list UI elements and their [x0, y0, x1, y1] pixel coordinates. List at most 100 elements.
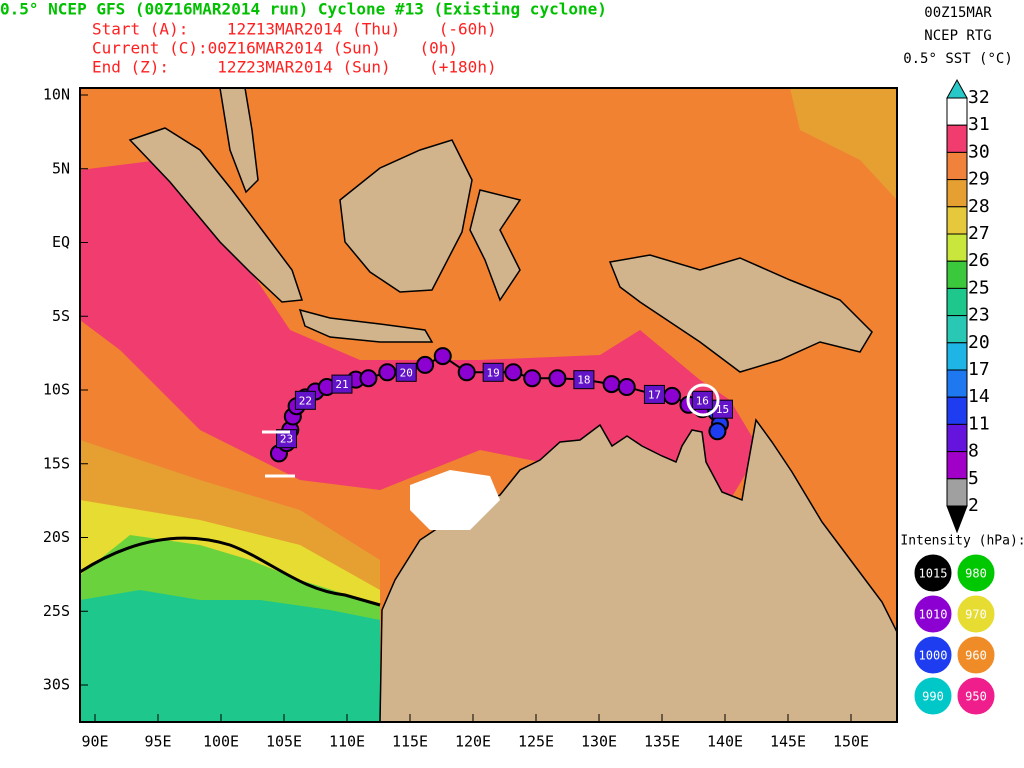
colorbar-segment: [946, 260, 968, 289]
colorbar-label: 27: [968, 223, 990, 244]
lon-tick-label: 90E: [81, 733, 108, 751]
colorbar-label: 17: [968, 359, 990, 380]
lon-tick-label: 125E: [518, 733, 554, 751]
day-label: 22: [299, 394, 312, 407]
lon-tick-label: 105E: [266, 733, 302, 751]
colorbar-segment: [946, 287, 968, 317]
colorbar-label: 23: [968, 305, 990, 326]
colorbar-segment: [946, 151, 968, 181]
track-point: [504, 363, 523, 382]
intensity-swatch: [956, 635, 996, 675]
track: 23 22 21 20 19 18 17 16 15: [269, 347, 733, 463]
colorbar-label: 31: [968, 114, 990, 135]
current-marker: [686, 383, 720, 417]
colorbar-segment: [946, 233, 968, 262]
lat-tick-label: EQ: [52, 233, 70, 251]
intensity-label: 1000: [919, 649, 948, 663]
day-label: 17: [648, 388, 661, 401]
malay-peninsula: [219, 88, 259, 194]
lon-tick-label: 145E: [770, 733, 806, 751]
java: [298, 308, 434, 343]
colorbar-segment: [946, 369, 968, 398]
day-box: [643, 384, 665, 404]
track-point: [548, 369, 567, 388]
track-point: [457, 363, 476, 382]
title: 0.5° NCEP GFS (00Z16MAR2014 run) Cyclone…: [0, 0, 607, 19]
lon-tick-label: 140E: [707, 733, 743, 751]
map-frame: [79, 87, 898, 723]
lon-tick-label: 110E: [329, 733, 365, 751]
intensity-swatch: [956, 553, 996, 593]
lat-tick-label: 5N: [52, 159, 70, 177]
sumatra: [128, 127, 304, 303]
colorbar-segment: [946, 315, 968, 344]
lon-tick-label: 120E: [455, 733, 491, 751]
day-label: 18: [577, 374, 590, 387]
lat-tick-label: 15S: [43, 454, 70, 472]
end-marker: [262, 430, 295, 478]
track-point: [378, 363, 397, 382]
day-box: [276, 429, 298, 449]
track-point: [523, 369, 542, 388]
lat-tick-label: 5S: [52, 307, 70, 325]
colorbar-segment: [946, 179, 968, 208]
intensity-label: 990: [922, 690, 944, 704]
track-point: [433, 347, 452, 366]
day-box: [482, 362, 504, 382]
track-point: [416, 355, 435, 374]
day-label: 16: [696, 394, 709, 407]
sst-label: 0.5° SST (°C): [903, 51, 1013, 67]
day-box: [294, 390, 316, 410]
day-label: 19: [487, 366, 500, 379]
current-line: Current (C):00Z16MAR2014 (Sun) (0h): [92, 39, 458, 58]
sst-source: NCEP RTG: [924, 28, 991, 44]
intensity-label: 970: [965, 608, 987, 622]
axes: 90E 95E 100E 105E 110E 115E 120E 125E 130E 135E 14…: [43, 86, 869, 751]
lon-tick-label: 115E: [392, 733, 428, 751]
track-point: [663, 386, 682, 405]
day-label: 20: [400, 366, 413, 379]
colorbar-segment: [946, 396, 968, 425]
day-label: 21: [335, 378, 348, 391]
lon-tick-label: 130E: [581, 733, 617, 751]
colorbar-label: 32: [968, 87, 990, 108]
borneo: [339, 139, 473, 293]
track-point: [359, 369, 378, 388]
colorbar-label: 14: [968, 386, 990, 407]
colorbar: 32 31 30 29 28 27 26 25 23 20 17 14 11 8 5 2: [946, 78, 990, 534]
lat-tick-label: 10N: [43, 86, 70, 104]
colorbar-label: 30: [968, 141, 990, 162]
legend-title: Intensity (hPa):: [900, 534, 1024, 549]
lat-tick-label: 10S: [43, 381, 70, 399]
end-line: End (Z): 12Z23MAR2014 (Sun) (+180h): [92, 58, 497, 77]
intensity-swatch: [913, 676, 953, 716]
colorbar-segment: [946, 97, 968, 126]
intensity-label: 1015: [919, 567, 948, 581]
colorbar-label: 25: [968, 277, 990, 298]
colorbar-label: 28: [968, 196, 990, 217]
colorbar-label: 8: [968, 441, 979, 462]
intensity-label: 960: [965, 649, 987, 663]
start-line: Start (A): 12Z13MAR2014 (Thu) (-60h): [92, 20, 497, 39]
colorbar-segment: [946, 342, 968, 371]
intensity-label: 950: [965, 690, 987, 704]
intensity-swatch: [956, 676, 996, 716]
colorbar-label: 29: [968, 169, 990, 190]
sst-30: [80, 160, 760, 500]
colorbar-segment: [946, 451, 968, 480]
colorbar-segment: [946, 478, 968, 507]
day-box: [395, 362, 417, 382]
day-label: 23: [280, 433, 293, 446]
inland-sst-white: [410, 470, 500, 530]
colorbar-bottom-arrow: [946, 505, 968, 534]
sst-26-contour: [80, 536, 381, 607]
sst-23: [80, 590, 380, 722]
sst-date: 00Z15MAR: [924, 5, 992, 21]
lon-tick-label: 95E: [144, 733, 171, 751]
day-box: [573, 370, 595, 390]
colorbar-segment: [946, 124, 968, 153]
intensity-label: 980: [965, 567, 987, 581]
colorbar-label: 2: [968, 495, 979, 516]
